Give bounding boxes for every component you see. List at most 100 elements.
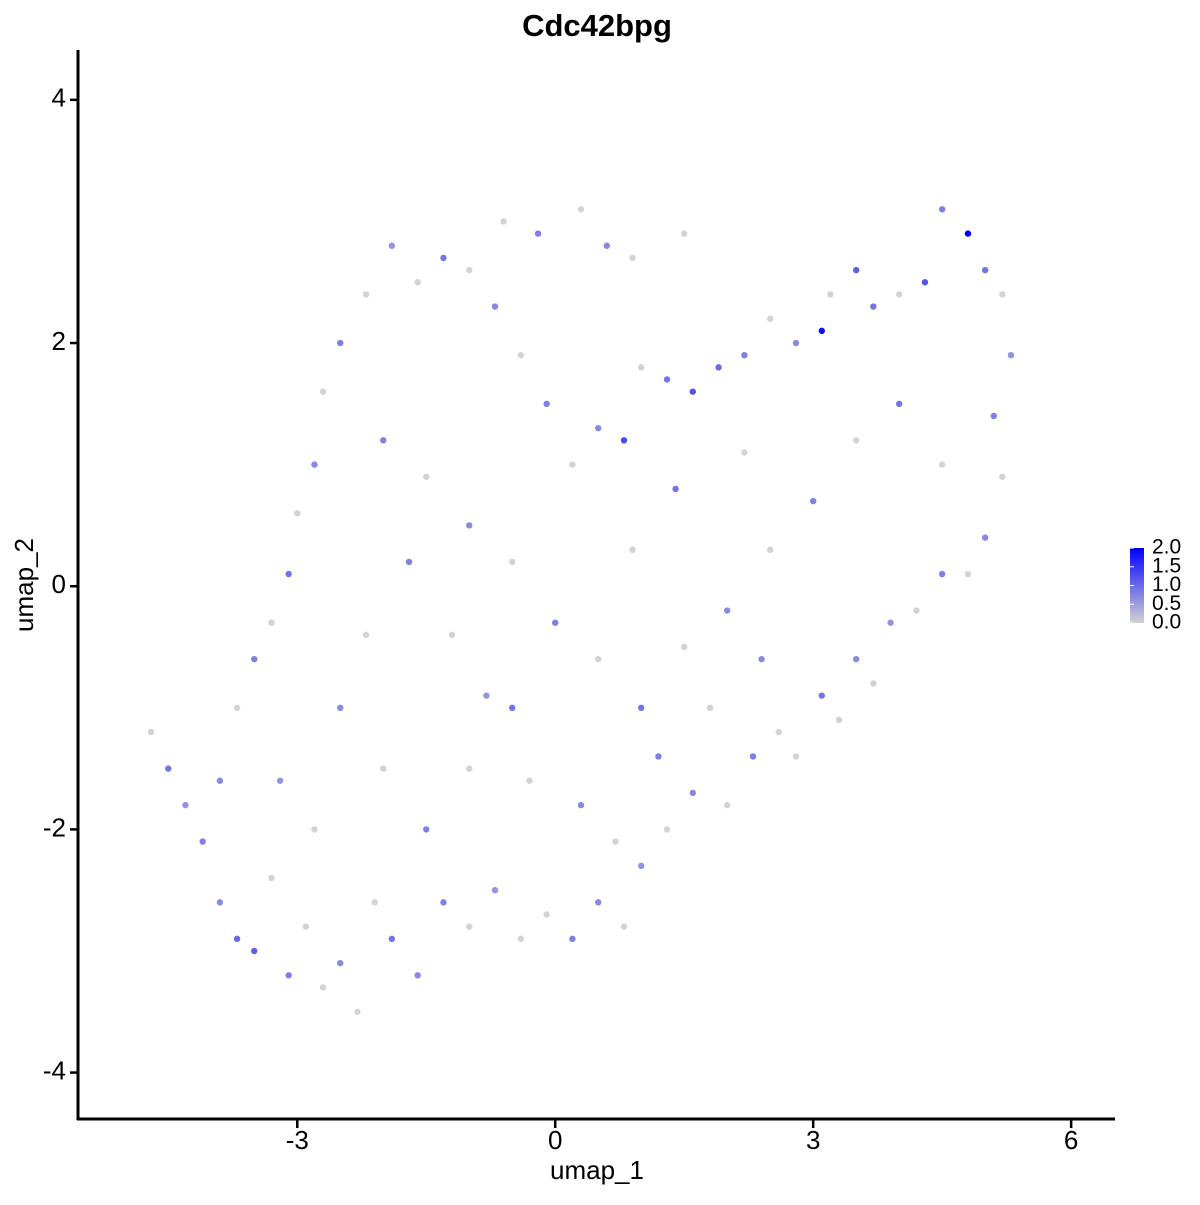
cell-point: [285, 570, 292, 578]
cell-point: [500, 218, 507, 225]
cell-point: [251, 655, 258, 663]
y-tick-label: -4: [43, 1055, 66, 1085]
cell-point: [689, 789, 697, 797]
cell-point: [681, 643, 688, 651]
cell-point: [663, 826, 671, 833]
cell-point: [491, 303, 499, 310]
cell-point: [663, 376, 671, 383]
cell-point: [603, 242, 611, 249]
cell-point: [870, 303, 877, 310]
cell-point: [371, 899, 378, 906]
cell-point: [517, 935, 525, 943]
cell-point: [964, 230, 972, 237]
cell-point: [414, 972, 421, 979]
cell-point: [913, 607, 920, 614]
cell-point: [362, 631, 370, 639]
cell-point: [414, 279, 421, 286]
cell-point: [741, 449, 748, 456]
cell-point: [723, 607, 731, 614]
cell-point: [147, 728, 155, 736]
cell-point: [835, 716, 843, 724]
cell-point: [199, 838, 206, 845]
cell-point: [319, 984, 327, 991]
cell-point: [827, 291, 834, 298]
colorbar-tick-label: 0.0: [1152, 611, 1181, 634]
cell-point: [938, 570, 946, 578]
y-tick-label: 2: [52, 326, 66, 356]
cell-point: [380, 437, 387, 444]
cell-point: [999, 473, 1006, 480]
cell-point: [723, 801, 731, 809]
cell-point: [938, 206, 946, 213]
cell-point: [852, 655, 860, 663]
colorbar-tick-label: 1.5: [1152, 554, 1181, 577]
colorbar-tick-label: 2.0: [1152, 536, 1181, 559]
cell-point: [216, 899, 224, 906]
colorbar-tick-label: 0.5: [1152, 592, 1181, 615]
cell-point: [895, 291, 903, 298]
cell-point: [792, 753, 800, 760]
cell-point: [638, 364, 645, 371]
cell-point: [423, 826, 430, 833]
chart-title: Cdc42bpg: [522, 8, 672, 43]
cell-point: [870, 680, 877, 687]
cell-point: [638, 704, 645, 712]
cell-point: [981, 266, 989, 274]
cell-point: [311, 461, 318, 468]
cell-point: [388, 935, 396, 943]
cell-point: [672, 485, 679, 493]
cell-point: [620, 437, 628, 444]
cell-point: [337, 339, 344, 347]
cell-point: [741, 351, 748, 359]
colorbar-tick-label: 1.0: [1152, 573, 1181, 596]
cell-point: [466, 266, 473, 274]
cell-point: [595, 655, 602, 663]
cell-point: [466, 522, 473, 529]
cell-point: [388, 242, 396, 249]
cell-point: [792, 339, 800, 347]
y-axis-label: umap_2: [9, 538, 39, 632]
cell-point: [775, 728, 782, 736]
cell-point: [595, 899, 602, 906]
cell-point: [337, 959, 344, 967]
cell-point: [629, 254, 636, 262]
cell-point: [509, 704, 516, 712]
cell-point: [818, 327, 825, 335]
cell-point: [294, 510, 301, 517]
cell-point: [612, 838, 619, 845]
cell-point: [534, 230, 542, 237]
cell-point: [380, 765, 387, 772]
cell-point: [715, 364, 722, 371]
cell-point: [938, 461, 946, 468]
cell-point: [251, 947, 258, 955]
cell-point: [233, 704, 241, 712]
y-tick-label: -2: [43, 812, 66, 842]
x-axis-label: umap_1: [550, 1155, 644, 1185]
cell-point: [629, 546, 636, 553]
cell-point: [887, 619, 894, 626]
cell-point: [809, 497, 817, 505]
cell-point: [165, 765, 172, 772]
cell-point: [1007, 351, 1015, 359]
cell-point: [405, 558, 413, 566]
cell-point: [509, 558, 516, 566]
cell-point: [182, 801, 189, 809]
cell-point: [354, 1008, 361, 1015]
cell-point: [362, 291, 370, 298]
cell-point: [268, 874, 275, 882]
cell-point: [852, 437, 860, 444]
cell-point: [448, 631, 456, 639]
cell-point: [577, 206, 585, 213]
cell-point: [999, 291, 1006, 298]
cell-point: [285, 972, 292, 979]
cell-point: [766, 315, 774, 322]
cell-point: [423, 473, 430, 480]
cell-point: [964, 570, 972, 578]
cell-point: [216, 777, 224, 784]
cell-point: [466, 765, 473, 772]
cell-point: [681, 230, 688, 237]
cell-point: [440, 899, 447, 906]
cell-point: [319, 388, 327, 395]
cell-point: [895, 400, 903, 408]
